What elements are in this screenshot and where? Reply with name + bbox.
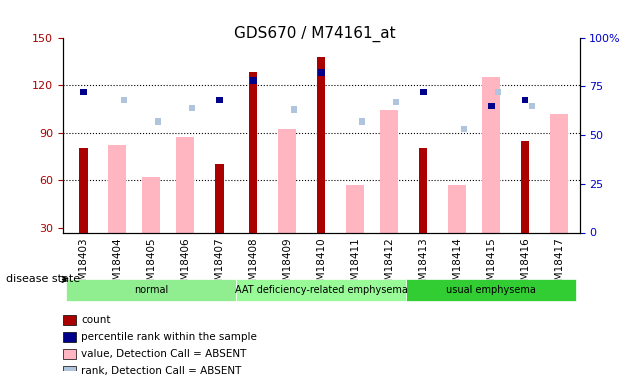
Bar [522, 97, 529, 103]
Text: normal: normal [134, 285, 168, 295]
Bar [80, 89, 87, 95]
Bar [216, 97, 222, 103]
Bar [108, 145, 126, 232]
Bar [63, 366, 76, 375]
Bar [521, 141, 529, 232]
Bar [381, 110, 398, 232]
Bar [359, 118, 365, 124]
Bar [495, 89, 501, 95]
Bar [420, 89, 427, 95]
Text: value, Detection Call = ABSENT: value, Detection Call = ABSENT [81, 349, 246, 359]
FancyBboxPatch shape [66, 279, 236, 301]
Text: rank, Detection Call = ABSENT: rank, Detection Call = ABSENT [81, 366, 241, 375]
Text: disease state: disease state [6, 274, 81, 284]
Text: AAT deficiency-related emphysema: AAT deficiency-related emphysema [235, 285, 408, 295]
Bar [278, 129, 296, 232]
Bar [317, 57, 326, 232]
Bar [215, 164, 224, 232]
Bar [63, 349, 76, 358]
Bar [63, 315, 76, 325]
FancyBboxPatch shape [406, 279, 576, 301]
Bar [249, 72, 258, 232]
Bar [393, 99, 399, 105]
Text: usual emphysema: usual emphysema [446, 285, 536, 295]
Bar [291, 106, 297, 113]
Bar [550, 114, 568, 232]
FancyBboxPatch shape [236, 279, 406, 301]
Bar [63, 332, 76, 342]
Bar [483, 77, 500, 232]
Bar [449, 185, 466, 232]
Text: GDS670 / M74161_at: GDS670 / M74161_at [234, 26, 396, 42]
Bar [318, 69, 324, 76]
Bar [346, 185, 364, 232]
Bar [155, 118, 161, 124]
Bar [142, 177, 160, 232]
Bar [461, 126, 467, 132]
Bar [419, 148, 427, 232]
Bar [189, 105, 195, 111]
Text: percentile rank within the sample: percentile rank within the sample [81, 332, 257, 342]
Bar [176, 137, 194, 232]
Bar [488, 103, 495, 109]
Bar [250, 77, 256, 84]
Bar [79, 148, 88, 232]
Bar [121, 97, 127, 103]
Bar [529, 103, 535, 109]
Text: count: count [81, 315, 111, 325]
